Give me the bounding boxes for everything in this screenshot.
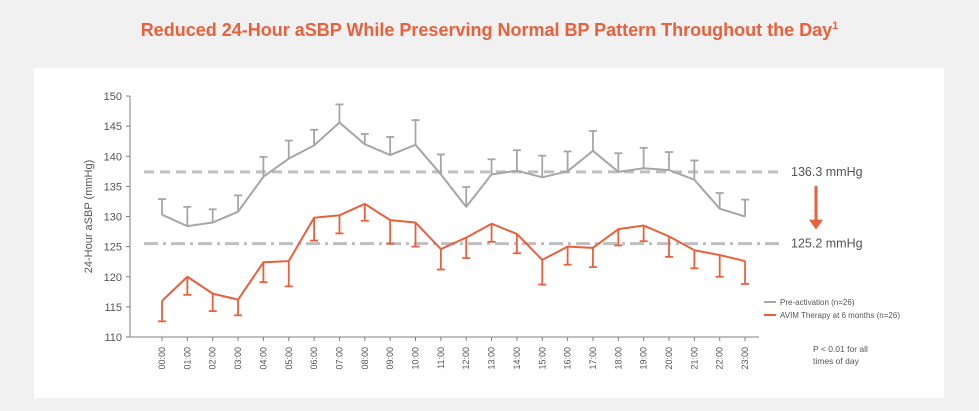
y-tick-label: 150 xyxy=(104,91,122,103)
x-tick-label: 03:00 xyxy=(233,347,243,370)
x-tick-label: 13:00 xyxy=(487,347,497,370)
x-tick-label: 15:00 xyxy=(537,347,547,370)
x-tick-label: 01:00 xyxy=(182,347,192,370)
y-tick-label: 145 xyxy=(104,121,122,133)
x-tick-label: 04:00 xyxy=(258,347,268,370)
x-tick-label: 19:00 xyxy=(639,347,649,370)
x-tick-label: 09:00 xyxy=(385,347,395,370)
y-tick-label: 140 xyxy=(104,151,122,163)
chart-panel: 110 115 120 125 130 135 140 145 150 24-Hour aSBP … xyxy=(34,68,944,398)
y-tick-label: 120 xyxy=(104,272,122,284)
x-tick-label: 05:00 xyxy=(284,347,294,370)
y-axis-title: 24-Hour aSBP (mmHg) xyxy=(83,160,95,274)
y-tick-label: 115 xyxy=(104,302,122,314)
y-tick-label: 130 xyxy=(104,212,122,224)
x-tick-label: 12:00 xyxy=(461,347,471,370)
series-line xyxy=(161,202,746,302)
significance-note: P < 0.01 for all xyxy=(813,344,868,354)
x-tick-label: 20:00 xyxy=(664,347,674,370)
x-tick-label: 17:00 xyxy=(588,347,598,370)
legend-label: Pre-activation (n=26) xyxy=(780,298,855,307)
x-tick-label: 21:00 xyxy=(689,347,699,370)
chart-svg: 110 115 120 125 130 135 140 145 150 24-Hour aSBP … xyxy=(83,91,900,370)
x-tick-label: 07:00 xyxy=(334,347,344,370)
significance-note: times of day xyxy=(813,356,860,366)
series-line xyxy=(161,121,746,228)
reduction-arrow-head xyxy=(809,219,823,230)
y-tick-label: 110 xyxy=(104,332,122,344)
x-tick-label: 10:00 xyxy=(411,347,421,370)
x-tick-label: 00:00 xyxy=(157,347,167,370)
x-tick-label: 08:00 xyxy=(360,347,370,370)
x-tick-label: 06:00 xyxy=(309,347,319,370)
x-tick-label: 16:00 xyxy=(563,347,573,370)
chart-title: Reduced 24-Hour aSBP While Preserving No… xyxy=(140,20,839,40)
x-tick-label: 23:00 xyxy=(740,347,750,370)
reference-label: 125.2 mmHg xyxy=(791,237,863,251)
y-tick-label: 135 xyxy=(104,181,122,193)
y-tick-label: 125 xyxy=(104,242,122,254)
x-tick-label: 11:00 xyxy=(436,347,446,369)
x-tick-label: 02:00 xyxy=(208,347,218,370)
reference-label: 136.3 mmHg xyxy=(791,165,863,179)
legend-label: AVIM Therapy at 6 months (n=26) xyxy=(780,311,900,320)
x-tick-label: 22:00 xyxy=(715,347,725,370)
x-tick-label: 18:00 xyxy=(613,347,623,370)
x-tick-label: 14:00 xyxy=(512,347,522,370)
